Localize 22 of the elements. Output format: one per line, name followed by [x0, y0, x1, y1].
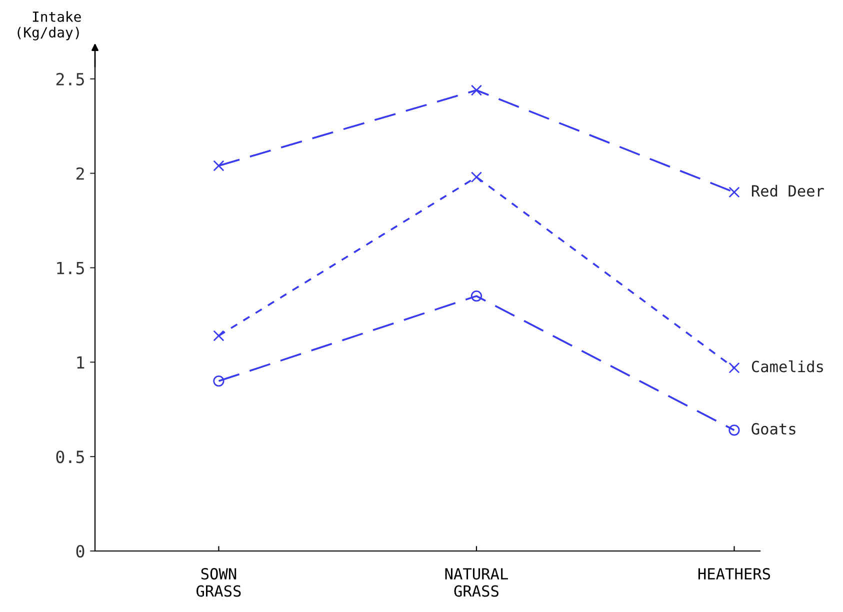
x-tick-label: HEATHERS — [698, 568, 770, 580]
y-axis-title: Intake (Kg/day) — [18, 11, 81, 40]
point — [728, 186, 740, 198]
point — [470, 290, 482, 302]
x-tick-label: SOWN GRASS — [196, 568, 241, 597]
point — [213, 375, 224, 387]
y-tick-label: 2.5 — [56, 72, 84, 86]
y-tick-label: 1 — [77, 356, 84, 369]
point — [470, 84, 482, 96]
series-label: Camelids — [752, 360, 823, 372]
point — [470, 172, 482, 183]
y-tick-label: 1.5 — [57, 262, 84, 274]
series-label: Goats — [752, 423, 796, 435]
series-label: Red Deer — [752, 184, 824, 197]
y-tick-label: 2 — [76, 167, 84, 180]
point — [728, 424, 740, 436]
y-tick-label: 0 — [76, 545, 84, 558]
y-tick-label: 0.5 — [56, 450, 84, 464]
point — [728, 362, 740, 374]
point — [213, 160, 224, 172]
x-tick-label: NATURAL GRASS — [445, 568, 508, 597]
point — [213, 330, 224, 342]
